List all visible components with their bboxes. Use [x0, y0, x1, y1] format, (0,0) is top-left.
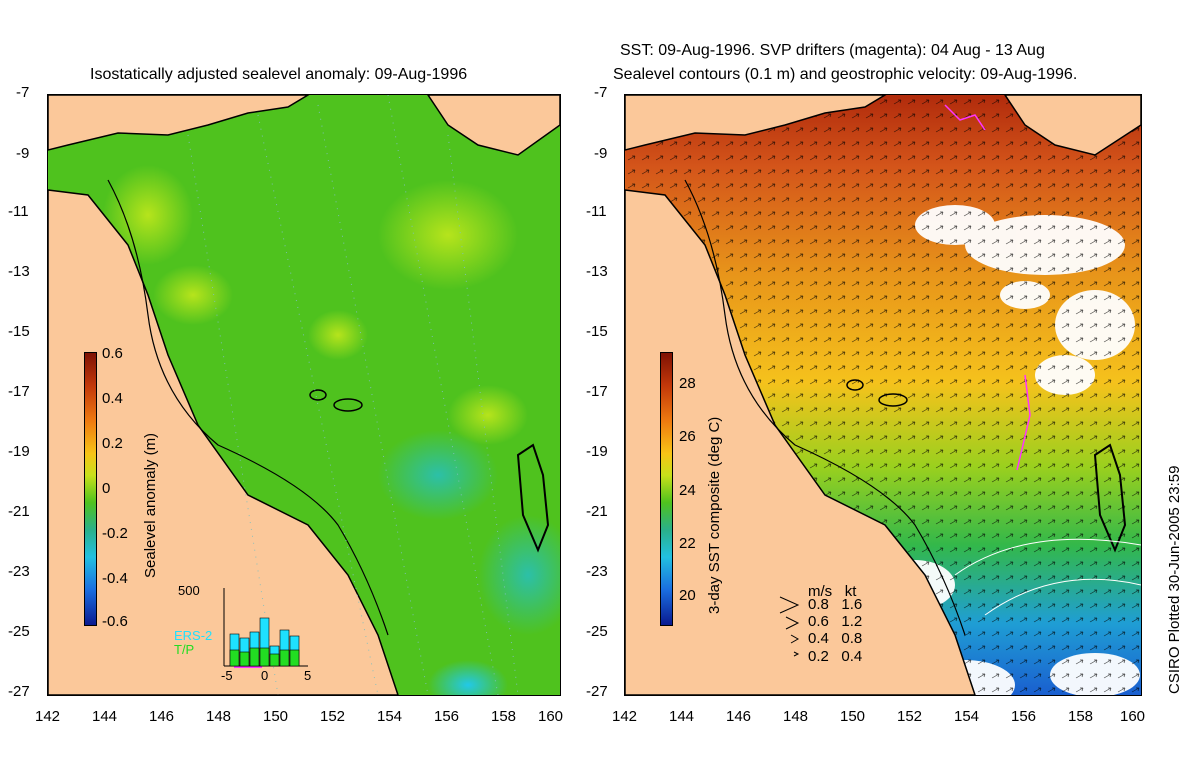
sst-map-graphic: [625, 95, 1141, 695]
x-tick-right-2: 146: [726, 708, 752, 725]
sealevel-anomaly-map: [47, 94, 561, 696]
x-tick-left-3: 148: [206, 708, 232, 725]
x-tick-left-1: 144: [92, 708, 118, 725]
sst-colorbar-tick-1: 26: [679, 428, 696, 445]
velocity-legend-header: m/s kt: [808, 583, 856, 600]
legend-ers2: ERS-2: [174, 628, 213, 643]
velocity-row-3: 0.2 0.4: [808, 648, 863, 665]
sst-map: [624, 94, 1142, 696]
x-tick-right-0: 142: [612, 708, 638, 725]
sla-colorbar-title: Sealevel anomaly (m): [142, 432, 159, 578]
histogram-xtick-0: -5: [221, 668, 233, 683]
y-tick-right-2: -11: [586, 203, 607, 220]
sla-colorbar-tick-3: 0: [102, 480, 111, 497]
y-tick-right-4: -15: [586, 323, 608, 340]
sla-colorbar-tick-1: 0.4: [102, 390, 123, 407]
x-tick-left-5: 152: [320, 708, 346, 725]
y-tick-left-3: -13: [8, 263, 30, 280]
sla-colorbar-tick-6: -0.6: [102, 613, 128, 630]
x-tick-left-6: 154: [377, 708, 403, 725]
legend-tp: T/P: [174, 642, 195, 657]
y-tick-right-5: -17: [586, 383, 608, 400]
velocity-legend-arrows: [779, 596, 800, 657]
sst-colorbar-title: 3-day SST composite (deg C): [706, 416, 723, 614]
x-tick-left-9: 160: [538, 708, 564, 725]
sst-colorbar: [660, 352, 673, 626]
sla-colorbar: [84, 352, 97, 626]
x-tick-left-8: 158: [491, 708, 517, 725]
velocity-row-1: 0.6 1.2: [808, 613, 863, 630]
sst-new-guinea: [625, 95, 887, 151]
sla-colorbar-tick-5: -0.4: [102, 570, 128, 587]
x-tick-right-9: 160: [1120, 708, 1146, 725]
sla-colorbar-tick-0: 0.6: [102, 345, 123, 362]
y-tick-right-7: -21: [586, 503, 608, 520]
satellite-histogram: [223, 588, 308, 668]
y-tick-right-10: -27: [586, 683, 608, 700]
y-tick-left-9: -25: [8, 623, 30, 640]
y-tick-right-6: -19: [586, 443, 608, 460]
x-tick-right-5: 152: [897, 708, 923, 725]
sst-colorbar-tick-3: 22: [679, 535, 696, 552]
x-tick-right-1: 144: [669, 708, 695, 725]
velocity-unit-ms: m/s: [808, 583, 833, 600]
y-tick-right-0: -7: [594, 84, 608, 101]
drifter-track: [1016, 374, 1031, 471]
y-tick-right-9: -25: [586, 623, 608, 640]
sst-australia: [625, 189, 976, 695]
y-tick-left-7: -21: [8, 503, 30, 520]
velocity-row-2: 0.4 0.8: [808, 630, 863, 647]
y-tick-left-5: -17: [8, 383, 30, 400]
y-tick-right-8: -23: [586, 563, 608, 580]
x-tick-left-0: 142: [35, 708, 61, 725]
x-tick-left-7: 156: [434, 708, 460, 725]
sst-colorbar-tick-0: 28: [679, 375, 696, 392]
x-tick-right-4: 150: [840, 708, 866, 725]
sla-australia: [48, 189, 399, 695]
velocity-row-0: 0.8 1.6: [808, 596, 863, 613]
x-tick-right-8: 158: [1068, 708, 1094, 725]
y-tick-right-3: -13: [586, 263, 608, 280]
y-tick-left-6: -19: [8, 443, 30, 460]
y-tick-left-1: -9: [16, 145, 30, 162]
y-tick-left-10: -27: [8, 683, 30, 700]
y-tick-left-0: -7: [16, 84, 30, 101]
sla-colorbar-tick-4: -0.2: [102, 525, 128, 542]
right-map-title-line2: Sealevel contours (0.1 m) and geostrophi…: [613, 66, 1078, 83]
x-tick-right-3: 148: [783, 708, 809, 725]
x-tick-left-2: 146: [149, 708, 175, 725]
velocity-unit-kt: kt: [844, 583, 857, 600]
y-tick-left-2: -11: [8, 203, 29, 220]
plot-credit: CSIRO Plotted 30-Jun-2005 23:59: [1166, 465, 1183, 694]
y-tick-right-1: -9: [594, 145, 608, 162]
histogram-xtick-2: 5: [304, 668, 312, 683]
x-tick-right-6: 154: [954, 708, 980, 725]
y-tick-left-8: -23: [8, 563, 30, 580]
x-tick-left-4: 150: [263, 708, 289, 725]
y-tick-left-4: -15: [8, 323, 30, 340]
sla-colorbar-tick-2: 0.2: [102, 435, 123, 452]
sst-colorbar-tick-2: 24: [679, 482, 696, 499]
sealevel-map-graphic: [48, 95, 560, 695]
x-tick-right-7: 156: [1011, 708, 1037, 725]
sla-new-guinea: [48, 95, 310, 151]
histogram-ymax-label: 500: [178, 583, 200, 598]
left-map-title: Isostatically adjusted sealevel anomaly:…: [90, 66, 468, 83]
sst-colorbar-tick-4: 20: [679, 587, 696, 604]
histogram-xtick-1: 0: [261, 668, 269, 683]
right-map-title-line1: SST: 09-Aug-1996. SVP drifters (magenta)…: [620, 42, 1045, 59]
